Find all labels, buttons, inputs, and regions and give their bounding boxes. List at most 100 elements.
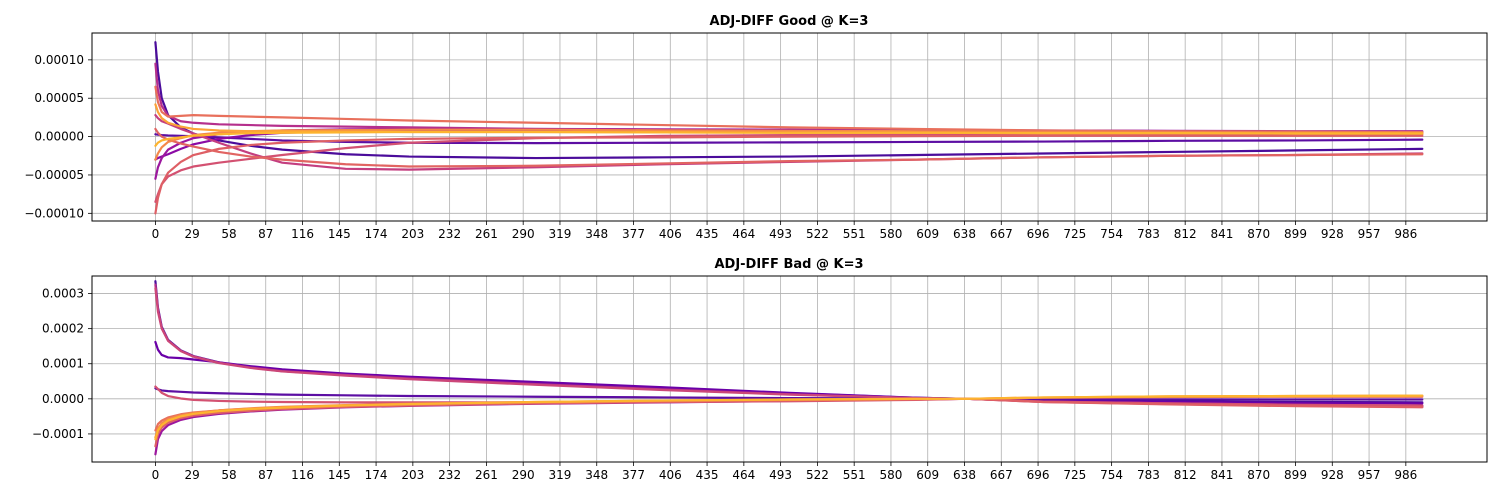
x-tick-label: 493 [769,227,792,241]
x-tick-label: 87 [258,227,273,241]
series-line-11 [154,394,1424,441]
x-tick-label: 725 [1063,468,1086,482]
x-tick-label: 319 [549,227,572,241]
x-tick-label: 957 [1358,468,1381,482]
x-tick-label: 435 [696,468,719,482]
x-tick-label: 667 [990,227,1013,241]
x-tick-label: 377 [622,468,645,482]
x-tick-label: 667 [990,468,1013,482]
x-tick-label: 464 [732,468,755,482]
x-tick-label: 754 [1100,227,1123,241]
series-lines [154,41,1424,215]
x-tick-label: 0 [152,468,160,482]
series-line-9 [154,85,1424,134]
ticks: 0 29 58 87 116 145 174 203 232 261 290 319 348 377 406… [32,287,1417,482]
series-line-11 [154,128,1424,161]
chart-good: ADJ-DIFF Good @ K=3 0 29 58 87 116 145 174 203 2… [24,14,1488,241]
x-tick-label: 319 [549,468,572,482]
x-tick-label: 783 [1137,227,1160,241]
x-tick-label: 174 [365,227,388,241]
axes-frame [91,275,1488,463]
x-tick-label: 812 [1174,227,1197,241]
chart-title: ADJ-DIFF Bad @ K=3 [714,257,863,272]
series-line-2 [154,133,1424,145]
x-tick-label: 841 [1210,468,1233,482]
x-tick-label: 87 [258,468,273,482]
x-tick-label: 754 [1100,468,1123,482]
x-tick-label: 145 [328,227,351,241]
x-tick-label: 116 [291,468,314,482]
x-tick-label: 290 [512,468,535,482]
x-tick-label: 957 [1358,227,1381,241]
x-tick-label: 522 [806,468,829,482]
x-tick-label: 406 [659,468,682,482]
x-tick-label: 406 [659,227,682,241]
series-line-6 [154,287,1424,408]
x-tick-label: 261 [475,227,498,241]
x-tick-label: 145 [328,468,351,482]
x-tick-label: 783 [1137,468,1160,482]
series-line-1 [154,280,1424,404]
axes-frame [91,32,1488,222]
x-tick-label: 638 [953,468,976,482]
x-tick-label: 261 [475,468,498,482]
ticks: 0 29 58 87 116 145 174 203 232 261 290 319 348 377 406… [24,53,1417,241]
x-tick-label: 232 [438,468,461,482]
x-tick-label: 58 [221,468,236,482]
y-tick-label: −0.00005 [24,168,84,182]
y-tick-label: 0.0001 [42,357,84,371]
y-tick-label: −0.00010 [24,206,84,220]
series-lines [154,280,1424,456]
series-line-8 [154,134,1424,215]
chart-title: ADJ-DIFF Good @ K=3 [710,14,869,29]
x-tick-label: 609 [916,468,939,482]
x-tick-label: 696 [1027,468,1050,482]
chart-bad: ADJ-DIFF Bad @ K=3 0 29 58 87 116 145 174 203 23… [32,257,1488,482]
series-line-3 [154,387,1424,401]
series-line-5 [154,283,1424,407]
x-tick-label: 696 [1027,227,1050,241]
x-tick-label: 551 [843,468,866,482]
x-tick-label: 232 [438,227,461,241]
x-tick-label: 348 [585,227,608,241]
x-tick-label: 580 [880,227,903,241]
x-tick-label: 899 [1284,227,1307,241]
y-tick-label: −0.0001 [32,427,84,441]
x-tick-label: 725 [1063,227,1086,241]
x-tick-label: 986 [1394,227,1417,241]
y-tick-label: 0.00010 [34,53,84,67]
x-tick-label: 116 [291,227,314,241]
x-tick-label: 0 [152,227,160,241]
x-tick-label: 377 [622,227,645,241]
x-tick-label: 928 [1321,227,1344,241]
x-tick-label: 348 [585,468,608,482]
x-tick-label: 638 [953,227,976,241]
series-line-8 [154,397,1424,448]
x-tick-label: 174 [365,468,388,482]
x-tick-label: 870 [1247,227,1270,241]
x-tick-label: 522 [806,227,829,241]
x-tick-label: 580 [880,468,903,482]
x-tick-label: 493 [769,468,792,482]
x-tick-label: 203 [401,468,424,482]
series-line-7 [154,133,1424,203]
y-tick-label: 0.0002 [42,322,84,336]
grid [92,276,1487,462]
x-tick-label: 290 [512,227,535,241]
x-tick-label: 928 [1321,468,1344,482]
x-tick-label: 812 [1174,468,1197,482]
x-tick-label: 203 [401,227,424,241]
x-tick-label: 58 [221,227,236,241]
x-tick-label: 841 [1210,227,1233,241]
x-tick-label: 464 [732,227,755,241]
x-tick-label: 899 [1284,468,1307,482]
x-tick-label: 551 [843,227,866,241]
x-tick-label: 986 [1394,468,1417,482]
x-tick-label: 435 [696,227,719,241]
x-tick-label: 29 [185,227,200,241]
y-tick-label: 0.00000 [34,130,84,144]
series-line-13 [154,130,1424,147]
x-tick-label: 29 [185,468,200,482]
y-tick-label: 0.0003 [42,287,84,301]
